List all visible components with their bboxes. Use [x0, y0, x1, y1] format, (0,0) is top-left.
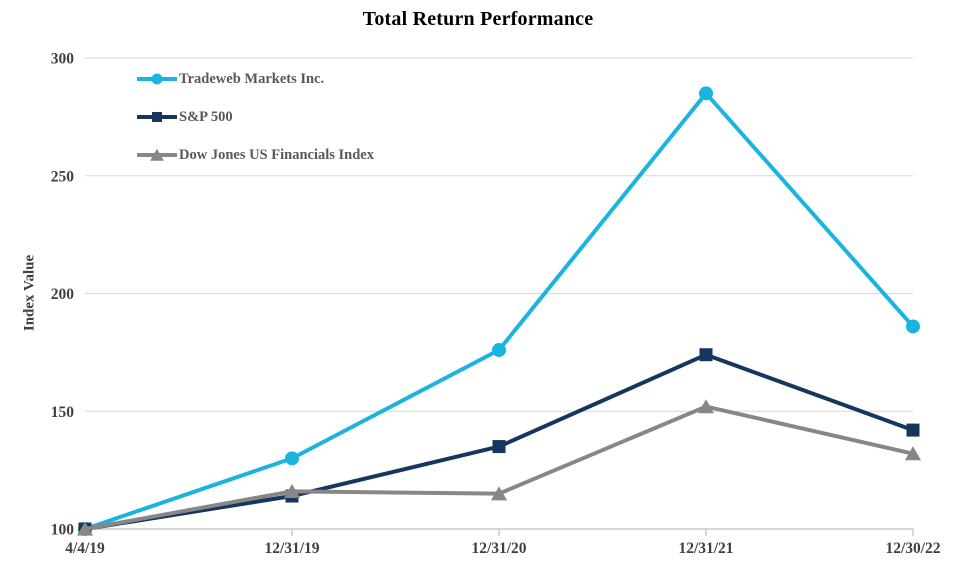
data-point-dow-jones-us-financials-index-12-31-20	[490, 486, 508, 501]
data-point-dow-jones-us-financials-index-12-30-22	[904, 446, 922, 461]
y-tick-label-200: 200	[51, 286, 75, 303]
legend-marker-circle	[151, 73, 163, 85]
x-tick-label-4-4-19: 4/4/19	[65, 540, 105, 557]
legend-label: S&P 500	[179, 108, 233, 125]
tradeweb-line-circle-icon	[137, 73, 177, 85]
legend: Tradeweb Markets Inc. S&P 500 Dow Jones …	[137, 60, 374, 174]
data-point-tradeweb-markets-inc-12-31-21	[699, 86, 713, 101]
chart-title: Total Return Performance	[362, 8, 594, 30]
dowjones-line-triangle-icon	[137, 148, 177, 161]
x-tick-label-12-31-21: 12/31/21	[678, 540, 733, 557]
x-tick-label-12-31-19: 12/31/19	[264, 540, 319, 557]
data-point-tradeweb-markets-inc-12-31-20	[492, 343, 506, 358]
data-point-dow-jones-us-financials-index-12-31-19	[283, 483, 301, 498]
legend-label: Tradeweb Markets Inc.	[179, 70, 325, 87]
data-point-dow-jones-us-financials-index-4-4-19	[76, 521, 94, 536]
data-point-s-p-500-12-31-21	[699, 348, 713, 362]
legend-item-sp500: S&P 500	[137, 98, 374, 136]
data-point-tradeweb-markets-inc-12-31-19	[285, 451, 299, 466]
y-tick-label-100: 100	[51, 522, 75, 539]
sp500-line-square-icon	[137, 112, 177, 122]
legend-marker-square	[152, 112, 162, 122]
legend-marker-triangle	[150, 148, 164, 161]
data-point-dow-jones-us-financials-index-12-31-21	[697, 399, 715, 414]
x-tick-label-12-31-20: 12/31/20	[471, 540, 526, 557]
data-point-s-p-500-12-31-20	[492, 440, 506, 454]
y-tick-label-150: 150	[51, 404, 75, 421]
y-tick-label-250: 250	[51, 168, 75, 185]
legend-label: Dow Jones US Financials Index	[179, 146, 374, 163]
y-tick-label-300: 300	[51, 51, 75, 68]
data-point-tradeweb-markets-inc-12-30-22	[906, 319, 920, 334]
x-tick-label-12-30-22: 12/30/22	[885, 540, 940, 557]
data-point-s-p-500-12-30-22	[906, 423, 920, 437]
legend-item-tradeweb: Tradeweb Markets Inc.	[137, 60, 374, 98]
legend-item-dowjones: Dow Jones US Financials Index	[137, 136, 374, 174]
